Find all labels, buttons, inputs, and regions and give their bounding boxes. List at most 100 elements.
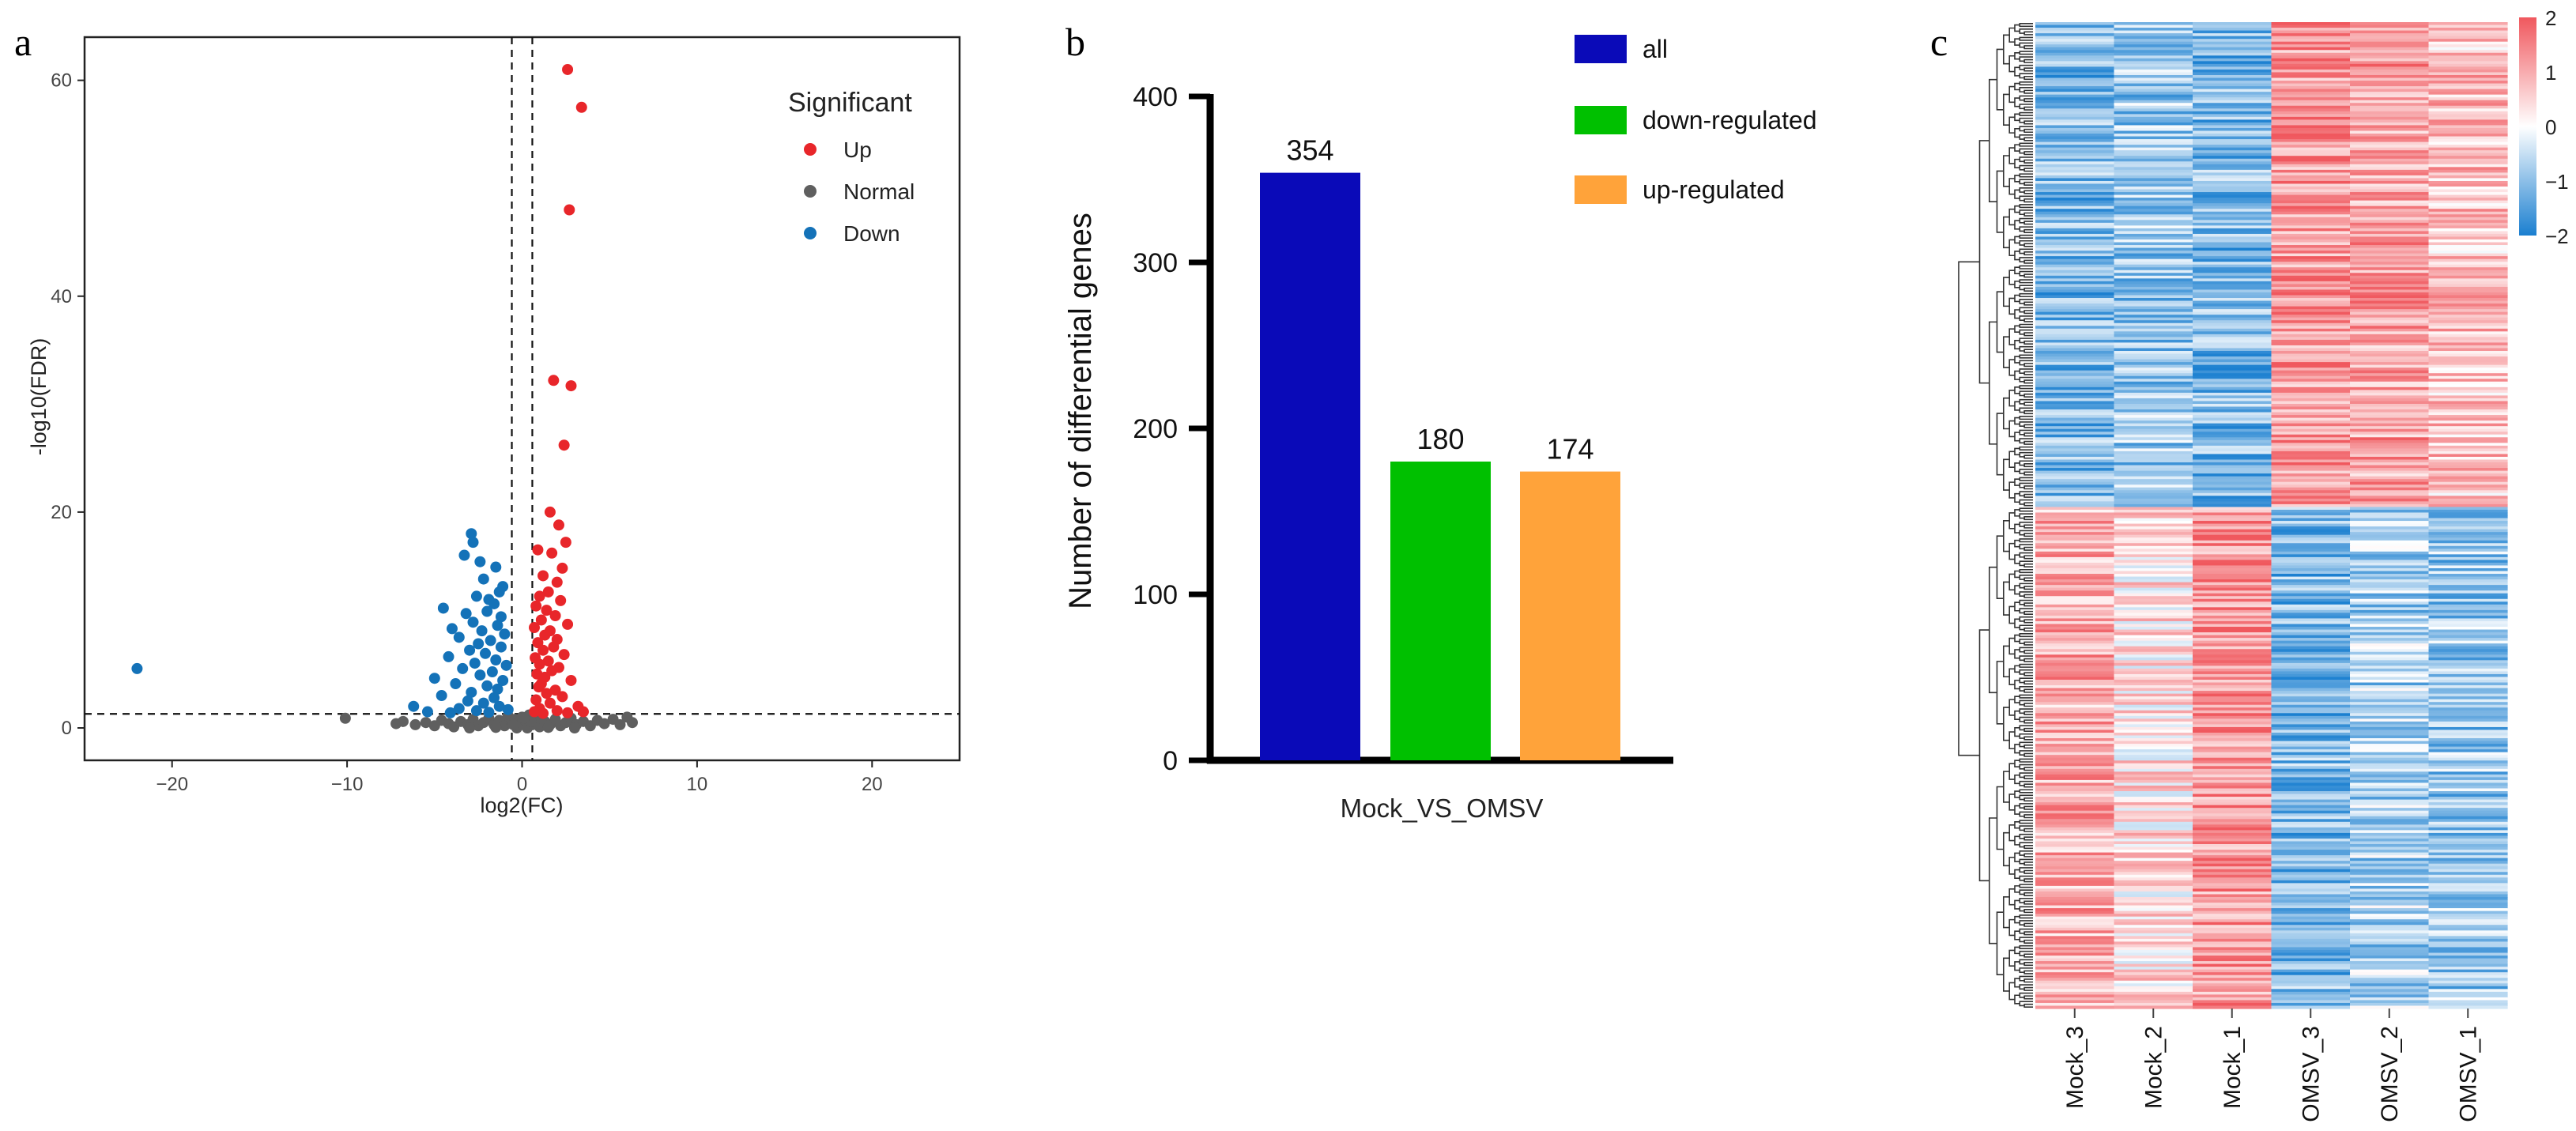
heatmap-cell — [2035, 476, 2115, 480]
heatmap-cell — [2271, 835, 2351, 839]
heatmap-cell — [2428, 214, 2508, 218]
heatmap-cell — [2428, 445, 2508, 449]
heatmap-cell — [2193, 200, 2272, 204]
heatmap-cell — [2350, 412, 2430, 416]
heatmap-cell — [2035, 273, 2115, 277]
heatmap-cell — [2271, 673, 2351, 678]
panel-label-c: c — [1930, 20, 1948, 64]
heatmap-cell — [2035, 797, 2115, 801]
heatmap-cell — [2271, 501, 2351, 505]
heatmap-cell — [2428, 300, 2508, 304]
heatmap-cell — [2193, 819, 2272, 823]
heatmap-cell — [2350, 339, 2430, 344]
heatmap-cell — [2114, 239, 2193, 243]
heatmap-cell — [2193, 375, 2272, 379]
heatmap-cell — [2193, 432, 2272, 435]
heatmap-cell — [2193, 760, 2272, 764]
heatmap-cell — [2271, 141, 2351, 145]
heatmap-cell — [2350, 540, 2430, 544]
dendrogram-branch — [2002, 520, 2010, 552]
heatmap-cell — [2428, 487, 2508, 491]
heatmap-cell — [2114, 247, 2193, 251]
dendrogram-branch — [2023, 393, 2033, 398]
heatmap-cell — [2114, 328, 2193, 332]
heatmap-cell — [2428, 777, 2508, 781]
dendrogram-branch — [2019, 1001, 2033, 1007]
heatmap-cell — [2350, 646, 2430, 650]
heatmap-cell — [2035, 175, 2115, 179]
heatmap-cell — [2271, 649, 2351, 653]
heatmap-cell — [2350, 55, 2430, 59]
heatmap-cell — [2350, 245, 2430, 249]
dendrogram-branch — [2019, 975, 2033, 982]
heatmap-cell — [2035, 445, 2115, 449]
heatmap-cell — [2035, 270, 2115, 273]
dendrogram-branch — [2014, 744, 2020, 754]
dendrogram-branch — [2019, 608, 2033, 614]
heatmap-cell — [2193, 403, 2272, 408]
heatmap-cell — [2428, 574, 2508, 578]
heatmap-cell — [2428, 390, 2508, 394]
heatmap-cell — [2428, 952, 2508, 956]
dendrogram-branch — [2019, 716, 2033, 722]
heatmap-cell — [2271, 827, 2351, 831]
heatmap-cell — [2271, 710, 2351, 714]
heatmap-cell — [2193, 100, 2272, 104]
point-up — [542, 655, 554, 667]
dendrogram-branch — [2023, 602, 2033, 607]
heatmap-cell — [2428, 1002, 2508, 1007]
dendrogram-branch — [2023, 128, 2033, 134]
heatmap-cell — [2114, 122, 2193, 126]
dendrogram-branch — [2008, 359, 2015, 376]
heatmap-cell — [2114, 816, 2193, 820]
heatmap-cell — [2271, 802, 2351, 806]
heatmap-cell — [2428, 967, 2508, 971]
heatmap-cell — [2350, 473, 2430, 477]
heatmap-cell — [2193, 97, 2272, 101]
heatmap-cell — [2114, 331, 2193, 335]
heatmap-cell — [2114, 620, 2193, 625]
heatmap-cell — [2193, 526, 2272, 530]
heatmap-cell — [2114, 311, 2193, 315]
heatmap-cell — [2428, 158, 2508, 162]
heatmap-cell — [2035, 899, 2115, 903]
heatmap-cell — [2428, 554, 2508, 558]
heatmap-cell — [2193, 437, 2272, 441]
heatmap-cell — [2114, 479, 2193, 483]
heatmap-cell — [2193, 139, 2272, 143]
heatmap-cell — [2271, 189, 2351, 193]
heatmap-cell — [2114, 729, 2193, 733]
heatmap-cell — [2035, 560, 2115, 564]
dendrogram-branch — [2019, 591, 2033, 598]
point-up — [534, 590, 545, 602]
heatmap-cell — [2350, 665, 2430, 669]
heatmap-cell — [2350, 481, 2430, 485]
heatmap-cell — [2035, 41, 2115, 45]
heatmap-cell — [2428, 576, 2508, 580]
heatmap-cell — [2035, 665, 2115, 669]
heatmap-cell — [2193, 211, 2272, 215]
heatmap-cell — [2114, 515, 2193, 519]
heatmap-cell — [2428, 515, 2508, 519]
dendrogram-branch — [2019, 633, 2033, 638]
heatmap-cell — [2350, 515, 2430, 519]
heatmap-cell — [2271, 100, 2351, 104]
heatmap-cell — [2193, 963, 2272, 967]
heatmap-cell — [2350, 903, 2430, 907]
heatmap-cell — [2035, 785, 2115, 790]
heatmap-cell — [2428, 22, 2508, 26]
heatmap-cell — [2271, 61, 2351, 65]
heatmap-cell — [2428, 980, 2508, 984]
dendrogram-branch — [2023, 159, 2033, 164]
heatmap-cell — [2350, 487, 2430, 491]
dendrogram-branch — [2019, 460, 2033, 466]
heatmap-cell — [2428, 922, 2508, 926]
heatmap-cell — [2350, 50, 2430, 54]
dendrogram-branch — [2019, 187, 2033, 193]
heatmap-cell — [2350, 320, 2430, 324]
heatmap-cell — [2193, 145, 2272, 149]
heatmap-cell — [2114, 852, 2193, 856]
heatmap-cell — [2114, 381, 2193, 385]
heatmap-cell — [2271, 587, 2351, 591]
heatmap-cell — [2350, 479, 2430, 483]
